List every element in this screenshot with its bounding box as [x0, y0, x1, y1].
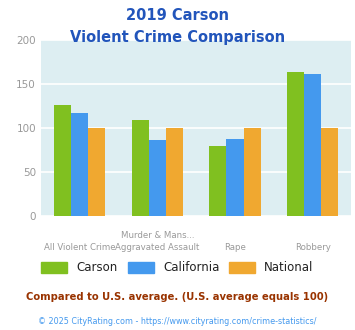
Text: © 2025 CityRating.com - https://www.cityrating.com/crime-statistics/: © 2025 CityRating.com - https://www.city…: [38, 317, 317, 326]
Bar: [166, 128, 183, 216]
Bar: [54, 105, 71, 216]
Text: All Violent Crime: All Violent Crime: [44, 243, 115, 252]
Bar: [287, 72, 304, 216]
Bar: [226, 139, 244, 216]
Text: Murder & Mans...: Murder & Mans...: [121, 231, 194, 240]
Legend: Carson, California, National: Carson, California, National: [37, 257, 318, 279]
Text: Compared to U.S. average. (U.S. average equals 100): Compared to U.S. average. (U.S. average …: [26, 292, 329, 302]
Bar: [244, 128, 261, 216]
Bar: [321, 128, 338, 216]
Text: 2019 Carson: 2019 Carson: [126, 8, 229, 23]
Text: Violent Crime Comparison: Violent Crime Comparison: [70, 30, 285, 45]
Text: Rape: Rape: [224, 243, 246, 252]
Bar: [132, 120, 149, 216]
Bar: [149, 140, 166, 216]
Bar: [71, 113, 88, 216]
Text: Robbery: Robbery: [295, 243, 331, 252]
Bar: [88, 128, 105, 216]
Bar: [304, 74, 321, 216]
Text: Aggravated Assault: Aggravated Assault: [115, 243, 200, 252]
Bar: [209, 147, 226, 216]
